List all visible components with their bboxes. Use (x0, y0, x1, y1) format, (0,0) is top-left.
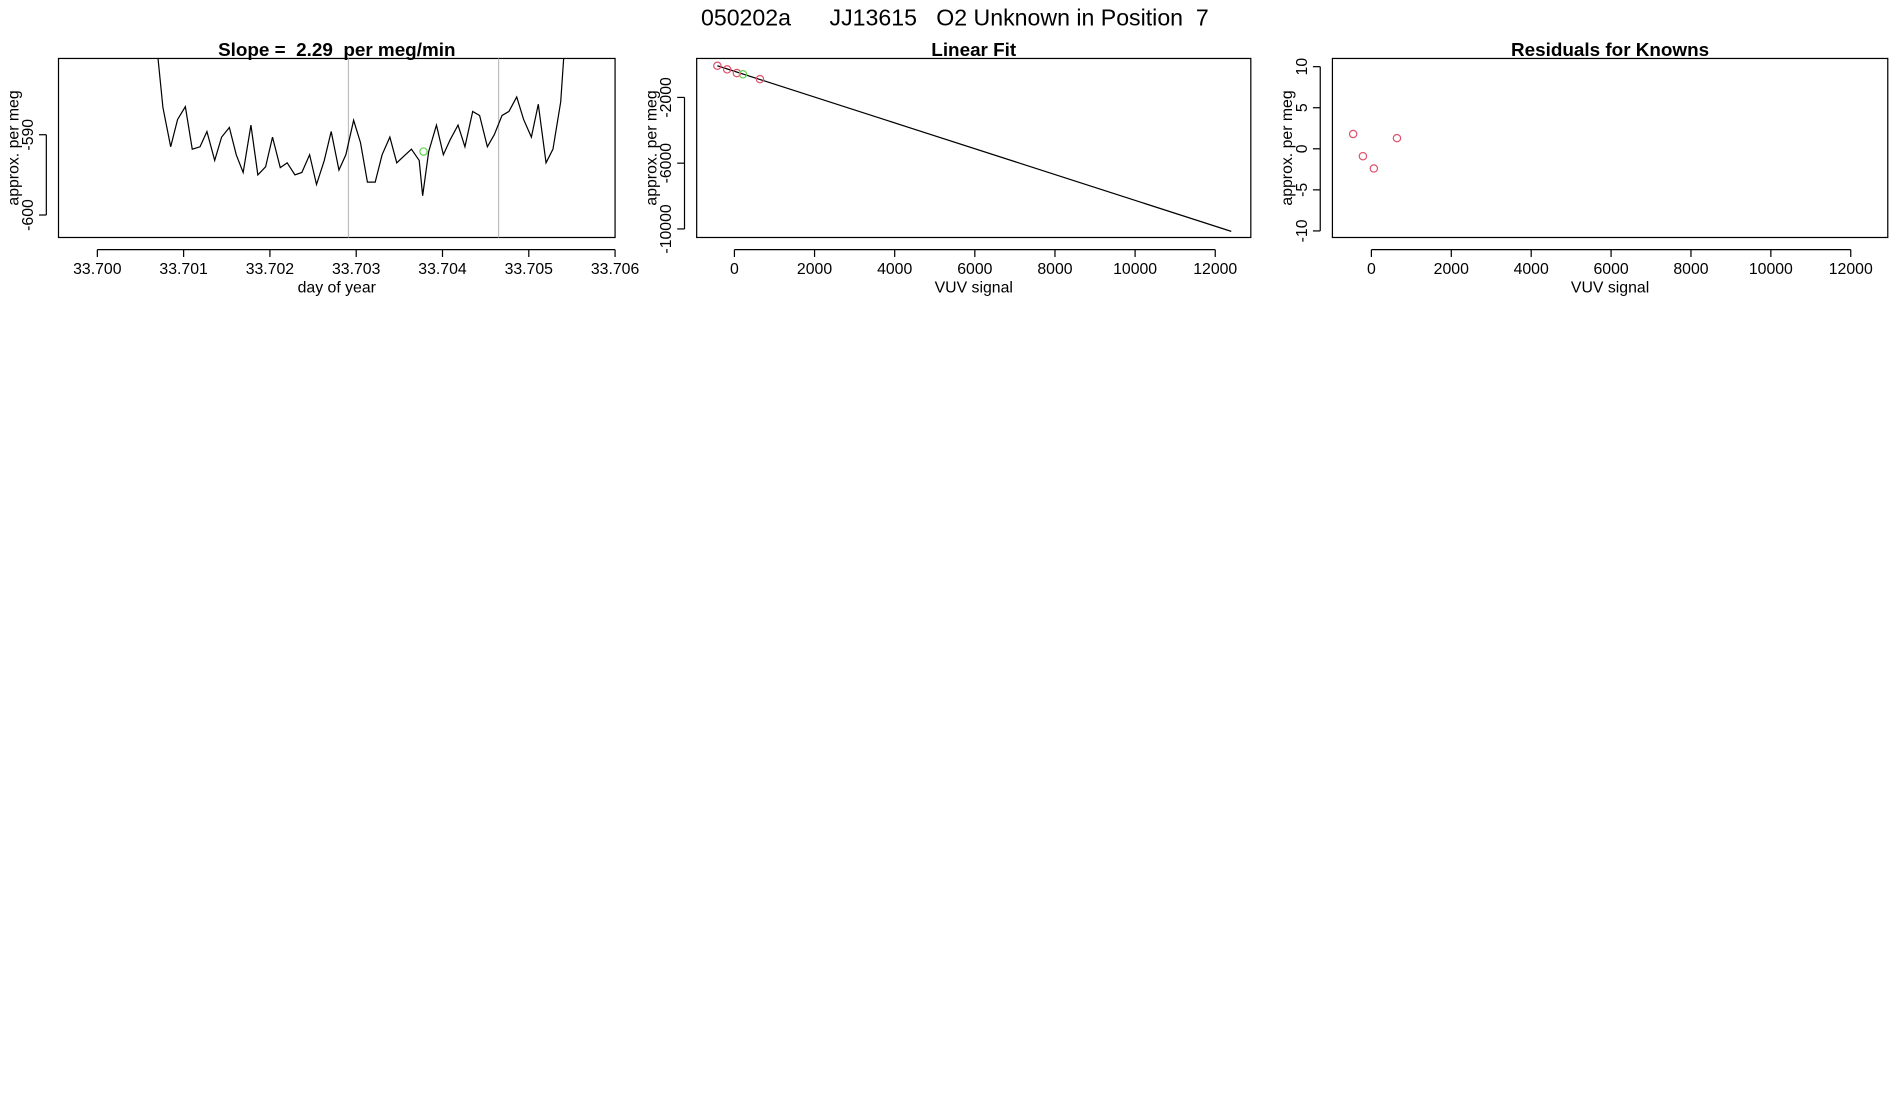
panel: Residuals for Knowns VUV signal approx. pe… (1279, 39, 1889, 296)
y-tick-label: -5 (1294, 183, 1311, 197)
y-tick-label: -10 (1294, 219, 1311, 242)
y-tick-label: -10000 (658, 204, 675, 253)
highlight-point (419, 147, 428, 156)
point (755, 74, 765, 84)
y-tick-label: 0 (1294, 144, 1311, 153)
x-tick-label: 33.703 (332, 261, 381, 278)
y-tick-label: 10 (1294, 58, 1311, 76)
x-tick-label: 12000 (1829, 261, 1873, 278)
panel-title: Linear Fit (931, 39, 1017, 60)
point (1358, 151, 1368, 161)
plot-area (713, 61, 1232, 232)
panel: Linear Fit VUV signal approx. per meg 0 2000… (643, 39, 1252, 296)
x-tick-label: 8000 (1037, 261, 1072, 278)
plot-box (57, 57, 616, 239)
x-tick-label: 33.701 (159, 261, 208, 278)
x-tick-label: 33.700 (73, 261, 122, 278)
x-tick-label: 10000 (1113, 261, 1157, 278)
data-line (157, 58, 565, 196)
x-tick-label: 0 (1367, 261, 1376, 278)
y-tick-label: -6000 (658, 143, 675, 184)
x-axis-label: day of year (298, 279, 377, 296)
x-tick-label: 12000 (1193, 261, 1237, 278)
y-tick-label: -590 (20, 119, 37, 151)
point (732, 68, 742, 78)
x-tick-label: 4000 (1514, 261, 1549, 278)
x-tick-label: 33.702 (246, 261, 294, 278)
x-tick-label: 2000 (797, 261, 832, 278)
panel-title: Slope = 2.29 per meg/min (218, 39, 455, 60)
figure-title: 050202a JJ13615 O2 Unknown in Position 7 (701, 5, 1209, 31)
panel: Slope = 2.29 per meg/min day of year appro… (5, 39, 640, 296)
plot-box (696, 57, 1252, 239)
plot-area (157, 58, 565, 238)
plot-box (1331, 57, 1889, 239)
point (1348, 129, 1358, 139)
x-tick-label: 6000 (1593, 261, 1628, 278)
x-tick-label: 6000 (957, 261, 992, 278)
panel-title: Residuals for Knowns (1511, 39, 1709, 60)
x-tick-label: 10000 (1749, 261, 1793, 278)
y-tick-label: -2000 (658, 77, 675, 118)
y-tick-label: -600 (20, 199, 37, 231)
y-tick-label: 5 (1294, 103, 1311, 112)
plot-area (1348, 129, 1402, 173)
point (1369, 164, 1379, 173)
x-tick-label: 33.704 (418, 261, 467, 278)
point (738, 70, 748, 79)
y-axis-label: approx. per meg (5, 90, 22, 205)
point (1392, 133, 1402, 143)
point (722, 65, 732, 74)
x-axis-label: VUV signal (1571, 279, 1649, 296)
x-tick-label: 33.706 (591, 261, 640, 278)
x-tick-label: 8000 (1673, 261, 1708, 278)
fit-line (717, 65, 1232, 232)
x-tick-label: 33.705 (505, 261, 554, 278)
x-tick-label: 0 (730, 261, 739, 278)
point (713, 61, 722, 71)
x-tick-label: 4000 (877, 261, 912, 278)
x-tick-label: 2000 (1434, 261, 1469, 278)
y-axis-label: approx. per meg (1279, 90, 1296, 205)
y-axis-label: approx. per meg (643, 90, 660, 205)
x-axis-label: VUV signal (935, 279, 1013, 296)
